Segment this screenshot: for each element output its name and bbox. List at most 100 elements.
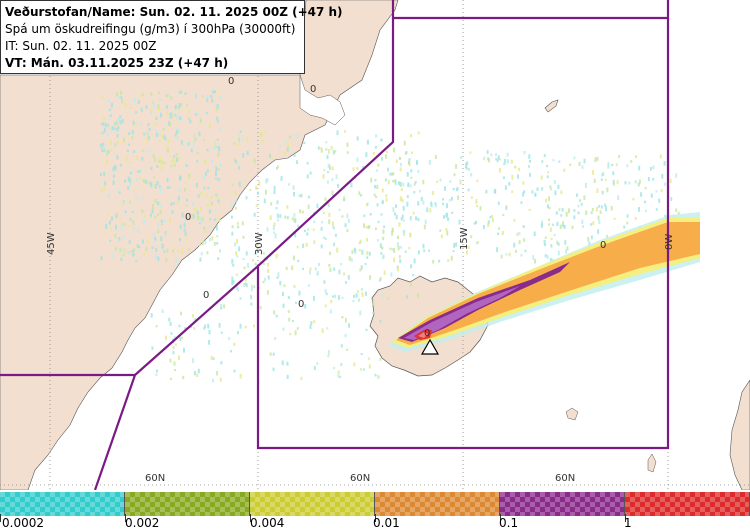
- ash-speckle: [241, 221, 244, 226]
- ash-speckle: [166, 177, 169, 182]
- ash-speckle: [215, 177, 218, 180]
- ash-speckle: [178, 355, 180, 361]
- ash-speckle: [284, 215, 287, 219]
- ash-speckle: [346, 213, 349, 218]
- ash-speckle: [241, 137, 244, 142]
- ash-speckle: [424, 219, 427, 225]
- ash-speckle: [193, 370, 196, 376]
- lat-label-1: 60N: [145, 473, 165, 484]
- ash-speckle: [155, 116, 158, 120]
- ash-speckle: [382, 293, 385, 298]
- ash-speckle: [120, 96, 123, 99]
- ash-speckle: [294, 232, 297, 238]
- ash-speckle: [195, 92, 198, 97]
- ash-speckle: [198, 131, 201, 137]
- ash-speckle: [467, 188, 470, 192]
- ash-speckle: [195, 207, 198, 210]
- ash-speckle: [320, 226, 323, 231]
- ash-speckle: [100, 172, 102, 177]
- ash-speckle: [408, 163, 411, 166]
- ash-speckle: [206, 169, 209, 173]
- ash-speckle: [133, 150, 136, 153]
- ash-speckle: [119, 119, 122, 125]
- ash-speckle: [644, 187, 647, 190]
- ash-speckle: [550, 244, 553, 248]
- ash-speckle: [331, 295, 334, 298]
- ash-speckle: [174, 104, 177, 108]
- ash-speckle: [322, 236, 325, 239]
- ash-speckle: [154, 198, 157, 203]
- ash-speckle: [401, 214, 404, 219]
- ash-speckle: [281, 360, 284, 366]
- ash-speckle: [233, 369, 236, 373]
- ash-speckle: [256, 249, 259, 252]
- ash-speckle: [466, 250, 468, 255]
- ash-speckle: [546, 165, 548, 168]
- ash-speckle: [193, 133, 196, 136]
- ash-speckle: [148, 181, 151, 185]
- ash-speckle: [219, 162, 221, 168]
- ash-speckle: [117, 188, 120, 193]
- plume-violet-band: [404, 286, 520, 340]
- ash-speckle: [199, 192, 202, 195]
- ash-speckle: [102, 147, 105, 151]
- ash-speckle: [459, 179, 462, 183]
- ash-speckle: [336, 130, 339, 136]
- ash-speckle: [150, 92, 153, 96]
- ash-speckle: [255, 185, 258, 190]
- ash-speckle: [292, 255, 295, 261]
- ash-speckle: [375, 134, 378, 138]
- ash-speckle: [121, 98, 124, 104]
- ash-speckle: [401, 198, 404, 203]
- ash-speckle: [200, 217, 203, 222]
- ash-speckle: [504, 185, 507, 190]
- ash-speckle: [374, 179, 377, 182]
- ash-speckle: [359, 368, 362, 371]
- ash-speckle: [505, 206, 508, 210]
- ash-speckle: [179, 90, 182, 94]
- ash-speckle: [607, 164, 610, 169]
- ash-speckle: [383, 225, 386, 228]
- ash-speckle: [123, 223, 126, 226]
- ash-speckle: [235, 206, 237, 210]
- ash-speckle: [183, 220, 186, 224]
- ash-speckle: [204, 159, 207, 162]
- ash-speckle: [407, 183, 410, 188]
- ash-speckle: [165, 94, 168, 97]
- ash-speckle: [564, 240, 567, 245]
- ash-speckle: [219, 249, 221, 253]
- ash-speckle: [316, 203, 319, 208]
- ash-speckle: [106, 133, 109, 138]
- ash-speckle: [379, 357, 382, 361]
- ash-speckle: [129, 178, 132, 183]
- ash-speckle: [169, 112, 172, 116]
- ash-speckle: [219, 95, 222, 100]
- greenland-fjord: [299, 74, 346, 126]
- ash-speckle: [328, 264, 331, 267]
- ash-speckle: [413, 191, 416, 194]
- ash-speckle: [324, 304, 327, 308]
- ash-speckle: [363, 214, 366, 217]
- ash-speckle: [426, 207, 429, 213]
- ash-speckle: [590, 235, 593, 240]
- ash-speckle: [236, 255, 239, 258]
- ash-speckle: [169, 321, 172, 326]
- ash-speckle: [416, 160, 419, 165]
- ash-speckle: [208, 340, 211, 345]
- ash-speckle: [220, 331, 223, 334]
- ash-speckle: [218, 146, 221, 152]
- ash-speckle: [502, 176, 505, 180]
- ash-speckle: [239, 130, 242, 133]
- ash-speckle: [580, 202, 583, 206]
- ash-speckle: [514, 249, 517, 253]
- ash-speckle: [266, 227, 269, 232]
- ash-speckle: [313, 220, 316, 223]
- ash-speckle: [393, 257, 396, 263]
- ash-speckle: [494, 188, 497, 194]
- ash-speckle: [664, 214, 667, 218]
- ash-speckle: [272, 367, 275, 372]
- ash-speckle: [598, 205, 601, 208]
- ash-speckle: [326, 154, 329, 160]
- legend-swatch: [500, 492, 625, 516]
- ash-speckle: [270, 202, 273, 206]
